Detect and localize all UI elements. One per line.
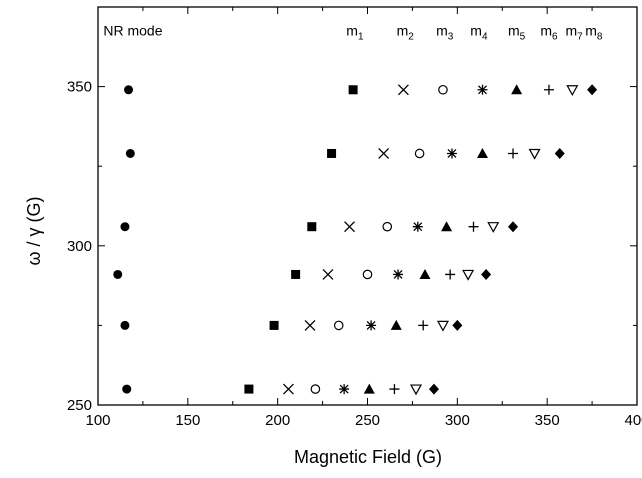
- mode-label-m8: m8: [585, 23, 603, 43]
- point-filled-triangle: [511, 84, 523, 95]
- point-open-triangle-down: [409, 384, 423, 396]
- point-filled-triangle: [390, 319, 402, 330]
- point-open-circle: [382, 221, 393, 232]
- x-tick-label: 400: [624, 412, 642, 429]
- point-open-circle: [362, 269, 373, 280]
- point-asterisk: [477, 84, 488, 95]
- point-open-triangle-down: [436, 320, 449, 332]
- x-tick-label: 200: [265, 412, 290, 429]
- point-filled-square: [327, 148, 337, 158]
- mode-label-m5: m5: [508, 23, 526, 43]
- point-filled-diamond: [481, 268, 492, 280]
- point-open-triangle-down: [528, 148, 541, 160]
- point-cross: [282, 383, 294, 395]
- point-open-triangle-down: [462, 269, 475, 281]
- x-tick-label: 100: [85, 412, 110, 429]
- point-cross: [304, 319, 316, 331]
- point-filled-diamond: [428, 383, 439, 395]
- point-asterisk: [339, 384, 350, 395]
- mode-label-m3: m3: [436, 23, 454, 43]
- y-tick-label: 250: [67, 397, 92, 414]
- point-open-circle: [310, 384, 321, 394]
- point-open-circle: [438, 84, 448, 95]
- y-tick-label: 350: [67, 79, 92, 96]
- point-filled-diamond: [587, 84, 598, 96]
- point-filled-triangle: [441, 221, 453, 232]
- point-open-triangle-down: [566, 85, 579, 97]
- point-filled-circle: [125, 148, 135, 158]
- nr-mode-label: NR mode: [103, 23, 162, 39]
- y-tick-label: 300: [67, 238, 92, 255]
- point-filled-triangle: [363, 383, 375, 394]
- point-asterisk: [393, 269, 404, 280]
- point-cross: [378, 148, 390, 159]
- x-tick-label: 150: [175, 412, 200, 429]
- point-plus: [468, 221, 479, 232]
- mode-label-m1: m1: [346, 23, 364, 43]
- plot-frame: [97, 6, 638, 406]
- point-open-circle: [333, 320, 344, 331]
- mode-label-m7: m7: [565, 23, 583, 43]
- x-tick-label: 350: [535, 412, 560, 429]
- point-plus: [508, 148, 519, 159]
- point-filled-square: [348, 85, 358, 95]
- point-asterisk: [366, 320, 377, 331]
- point-plus: [543, 84, 554, 95]
- point-cross: [322, 268, 334, 280]
- point-open-triangle-down: [487, 222, 500, 233]
- point-filled-circle: [122, 384, 132, 394]
- point-asterisk: [446, 148, 457, 159]
- mode-label-m6: m6: [540, 23, 558, 43]
- y-axis-title: ω / γ (G): [24, 196, 44, 265]
- point-filled-circle: [124, 85, 134, 95]
- point-filled-square: [307, 222, 317, 232]
- point-cross: [344, 221, 355, 233]
- point-plus: [389, 384, 400, 395]
- x-tick-label: 300: [445, 412, 470, 429]
- mode-label-m2: m2: [397, 23, 415, 43]
- point-filled-square: [244, 384, 254, 394]
- point-filled-square: [269, 320, 279, 330]
- point-filled-circle: [120, 222, 130, 232]
- mode-label-m4: m4: [470, 23, 488, 43]
- point-filled-triangle: [476, 147, 488, 158]
- point-open-circle: [414, 148, 425, 159]
- point-filled-diamond: [452, 319, 463, 331]
- point-filled-triangle: [419, 268, 431, 279]
- x-tick-label: 250: [355, 412, 380, 429]
- point-filled-circle: [113, 269, 123, 279]
- point-filled-diamond: [554, 147, 565, 159]
- point-filled-diamond: [508, 221, 519, 233]
- x-axis-title: Magnetic Field (G): [294, 447, 442, 467]
- point-cross: [397, 84, 409, 96]
- point-filled-circle: [120, 320, 130, 330]
- point-asterisk: [412, 221, 423, 232]
- point-plus: [445, 269, 456, 280]
- point-filled-square: [291, 269, 301, 279]
- point-plus: [418, 320, 429, 331]
